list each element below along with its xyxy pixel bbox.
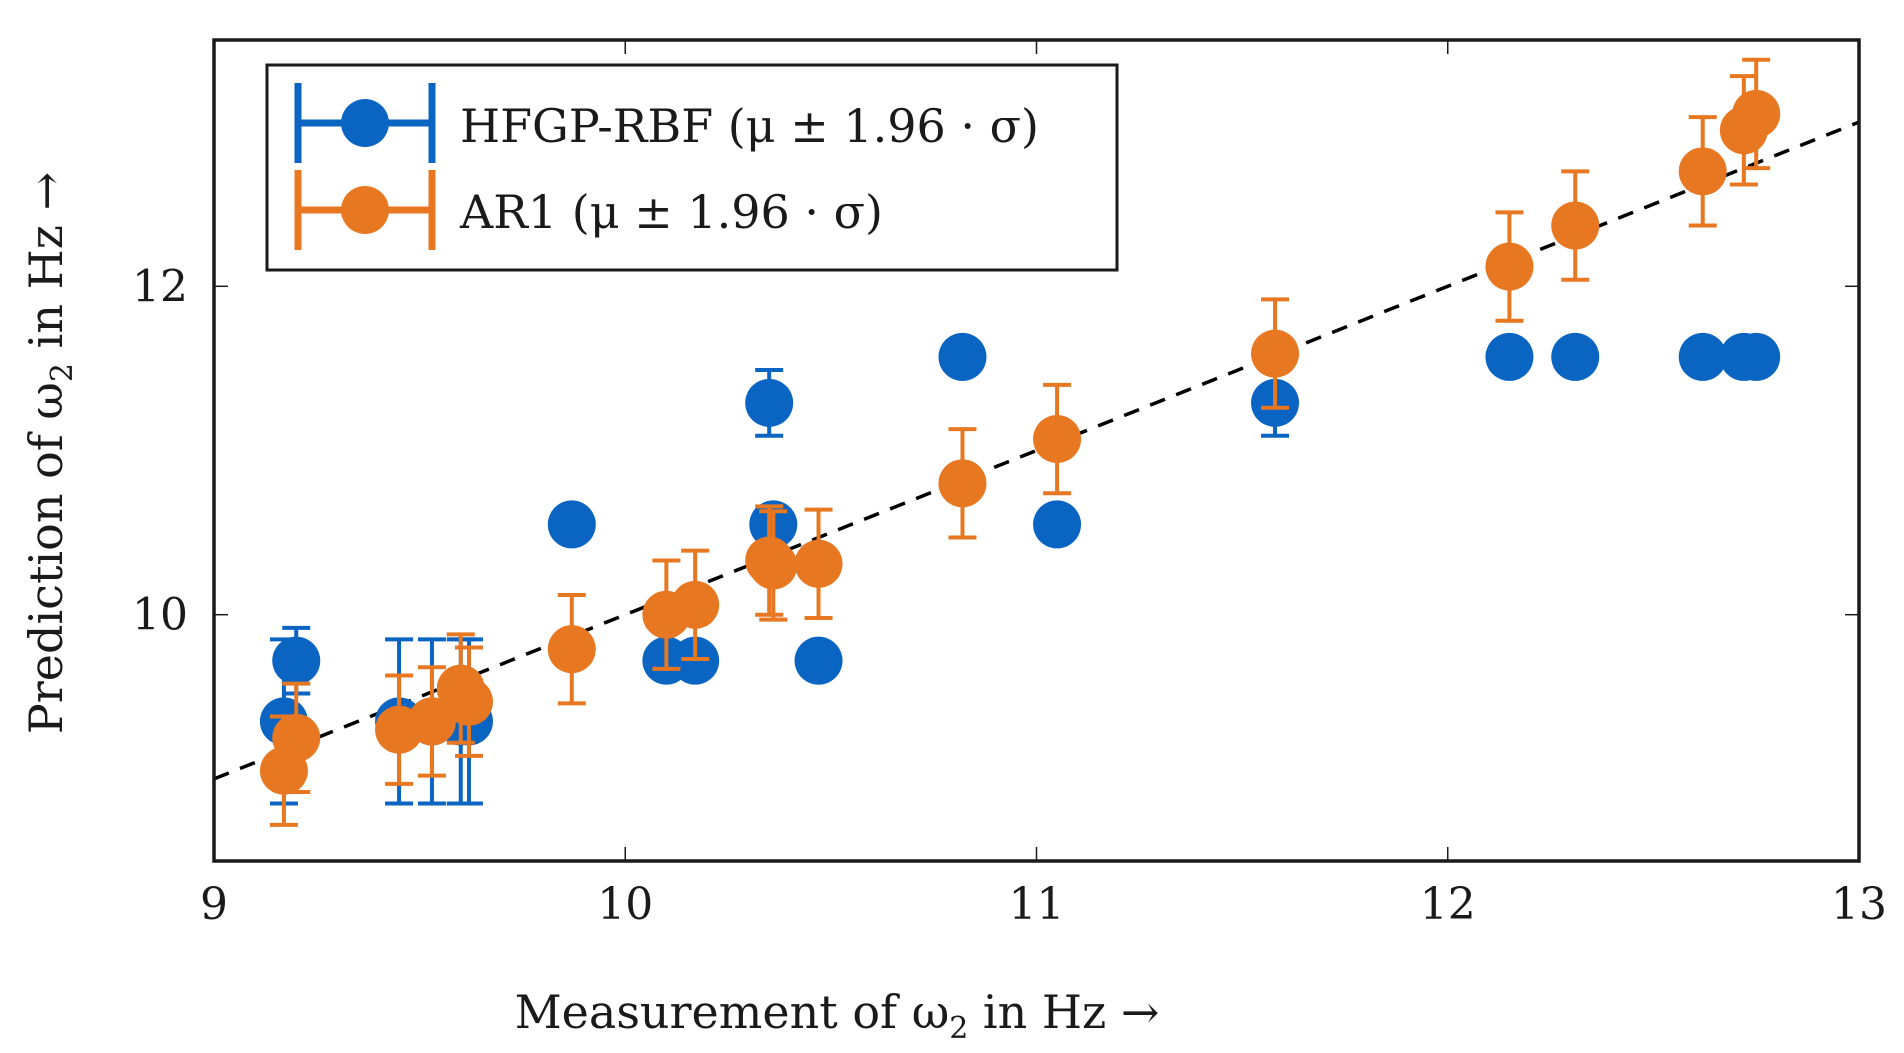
- y-tick-label: 10: [132, 590, 188, 641]
- x-axis-label-main: Measurement of ω: [515, 985, 950, 1039]
- hfgp-point: [1033, 500, 1082, 549]
- legend: HFGP-RBF (μ ± 1.96 · σ) AR1 (μ ± 1.96 · …: [265, 63, 1119, 272]
- x-tick-label: 12: [1420, 879, 1476, 930]
- ar1-point: [749, 541, 798, 590]
- ar1-point: [1678, 147, 1727, 196]
- legend-box: [265, 63, 1119, 272]
- y-tick-label: 12: [132, 261, 188, 312]
- hfgp-point: [272, 636, 321, 685]
- hfgp-point: [745, 378, 794, 427]
- hfgp-point: [1732, 332, 1781, 381]
- reference-line: [214, 120, 1859, 781]
- axes: 9 10 11 12 13 10 12: [132, 38, 1887, 930]
- y-axis-label-main: Prediction of ω: [19, 382, 73, 734]
- legend-label-hfgp: HFGP-RBF (μ ± 1.96 · σ): [460, 99, 1039, 153]
- x-tick-label: 11: [1009, 879, 1065, 930]
- hfgp-point: [794, 636, 843, 685]
- x-axis-label-suffix: in Hz →: [968, 985, 1159, 1039]
- ar1-point: [547, 625, 596, 674]
- ar1-point: [1251, 329, 1300, 378]
- ar1-point: [671, 580, 720, 629]
- y-axis-label-subscript: 2: [45, 363, 80, 382]
- legend-label-ar1: AR1 (μ ± 1.96 · σ): [459, 185, 883, 239]
- ar1-point: [1732, 89, 1781, 138]
- y-axis-label: Prediction of ω2 in Hz →: [19, 172, 80, 734]
- legend-marker-hfgp: [294, 83, 436, 163]
- hfgp-point: [938, 332, 987, 381]
- plot-area: [214, 57, 1859, 827]
- ar1-point: [1551, 201, 1600, 250]
- ar1-point: [1485, 242, 1534, 291]
- ar1-point: [272, 713, 321, 762]
- hfgp-point: [1551, 332, 1600, 381]
- y-axis-label-suffix: in Hz →: [19, 172, 73, 363]
- plot-inner: [214, 57, 1859, 827]
- ar1-point: [1033, 415, 1082, 464]
- x-tick-label: 9: [200, 879, 228, 930]
- x-tick-label: 10: [597, 879, 653, 930]
- legend-dot: [341, 99, 389, 147]
- ar1-point: [407, 697, 456, 746]
- legend-dot: [341, 186, 389, 234]
- ar1-point: [794, 539, 843, 588]
- legend-markers: [294, 83, 436, 250]
- ar1-point: [444, 677, 493, 726]
- hfgp-point: [1485, 332, 1534, 381]
- hfgp-point: [1678, 332, 1727, 381]
- series-ar1: [259, 57, 1781, 827]
- ar1-point: [938, 459, 987, 508]
- hfgp-point: [547, 500, 596, 549]
- x-axis-label-subscript: 2: [949, 1011, 968, 1046]
- legend-marker-ar1: [294, 170, 436, 250]
- x-axis-label: Measurement of ω2 in Hz →: [515, 985, 1160, 1046]
- x-tick-label: 13: [1831, 879, 1887, 930]
